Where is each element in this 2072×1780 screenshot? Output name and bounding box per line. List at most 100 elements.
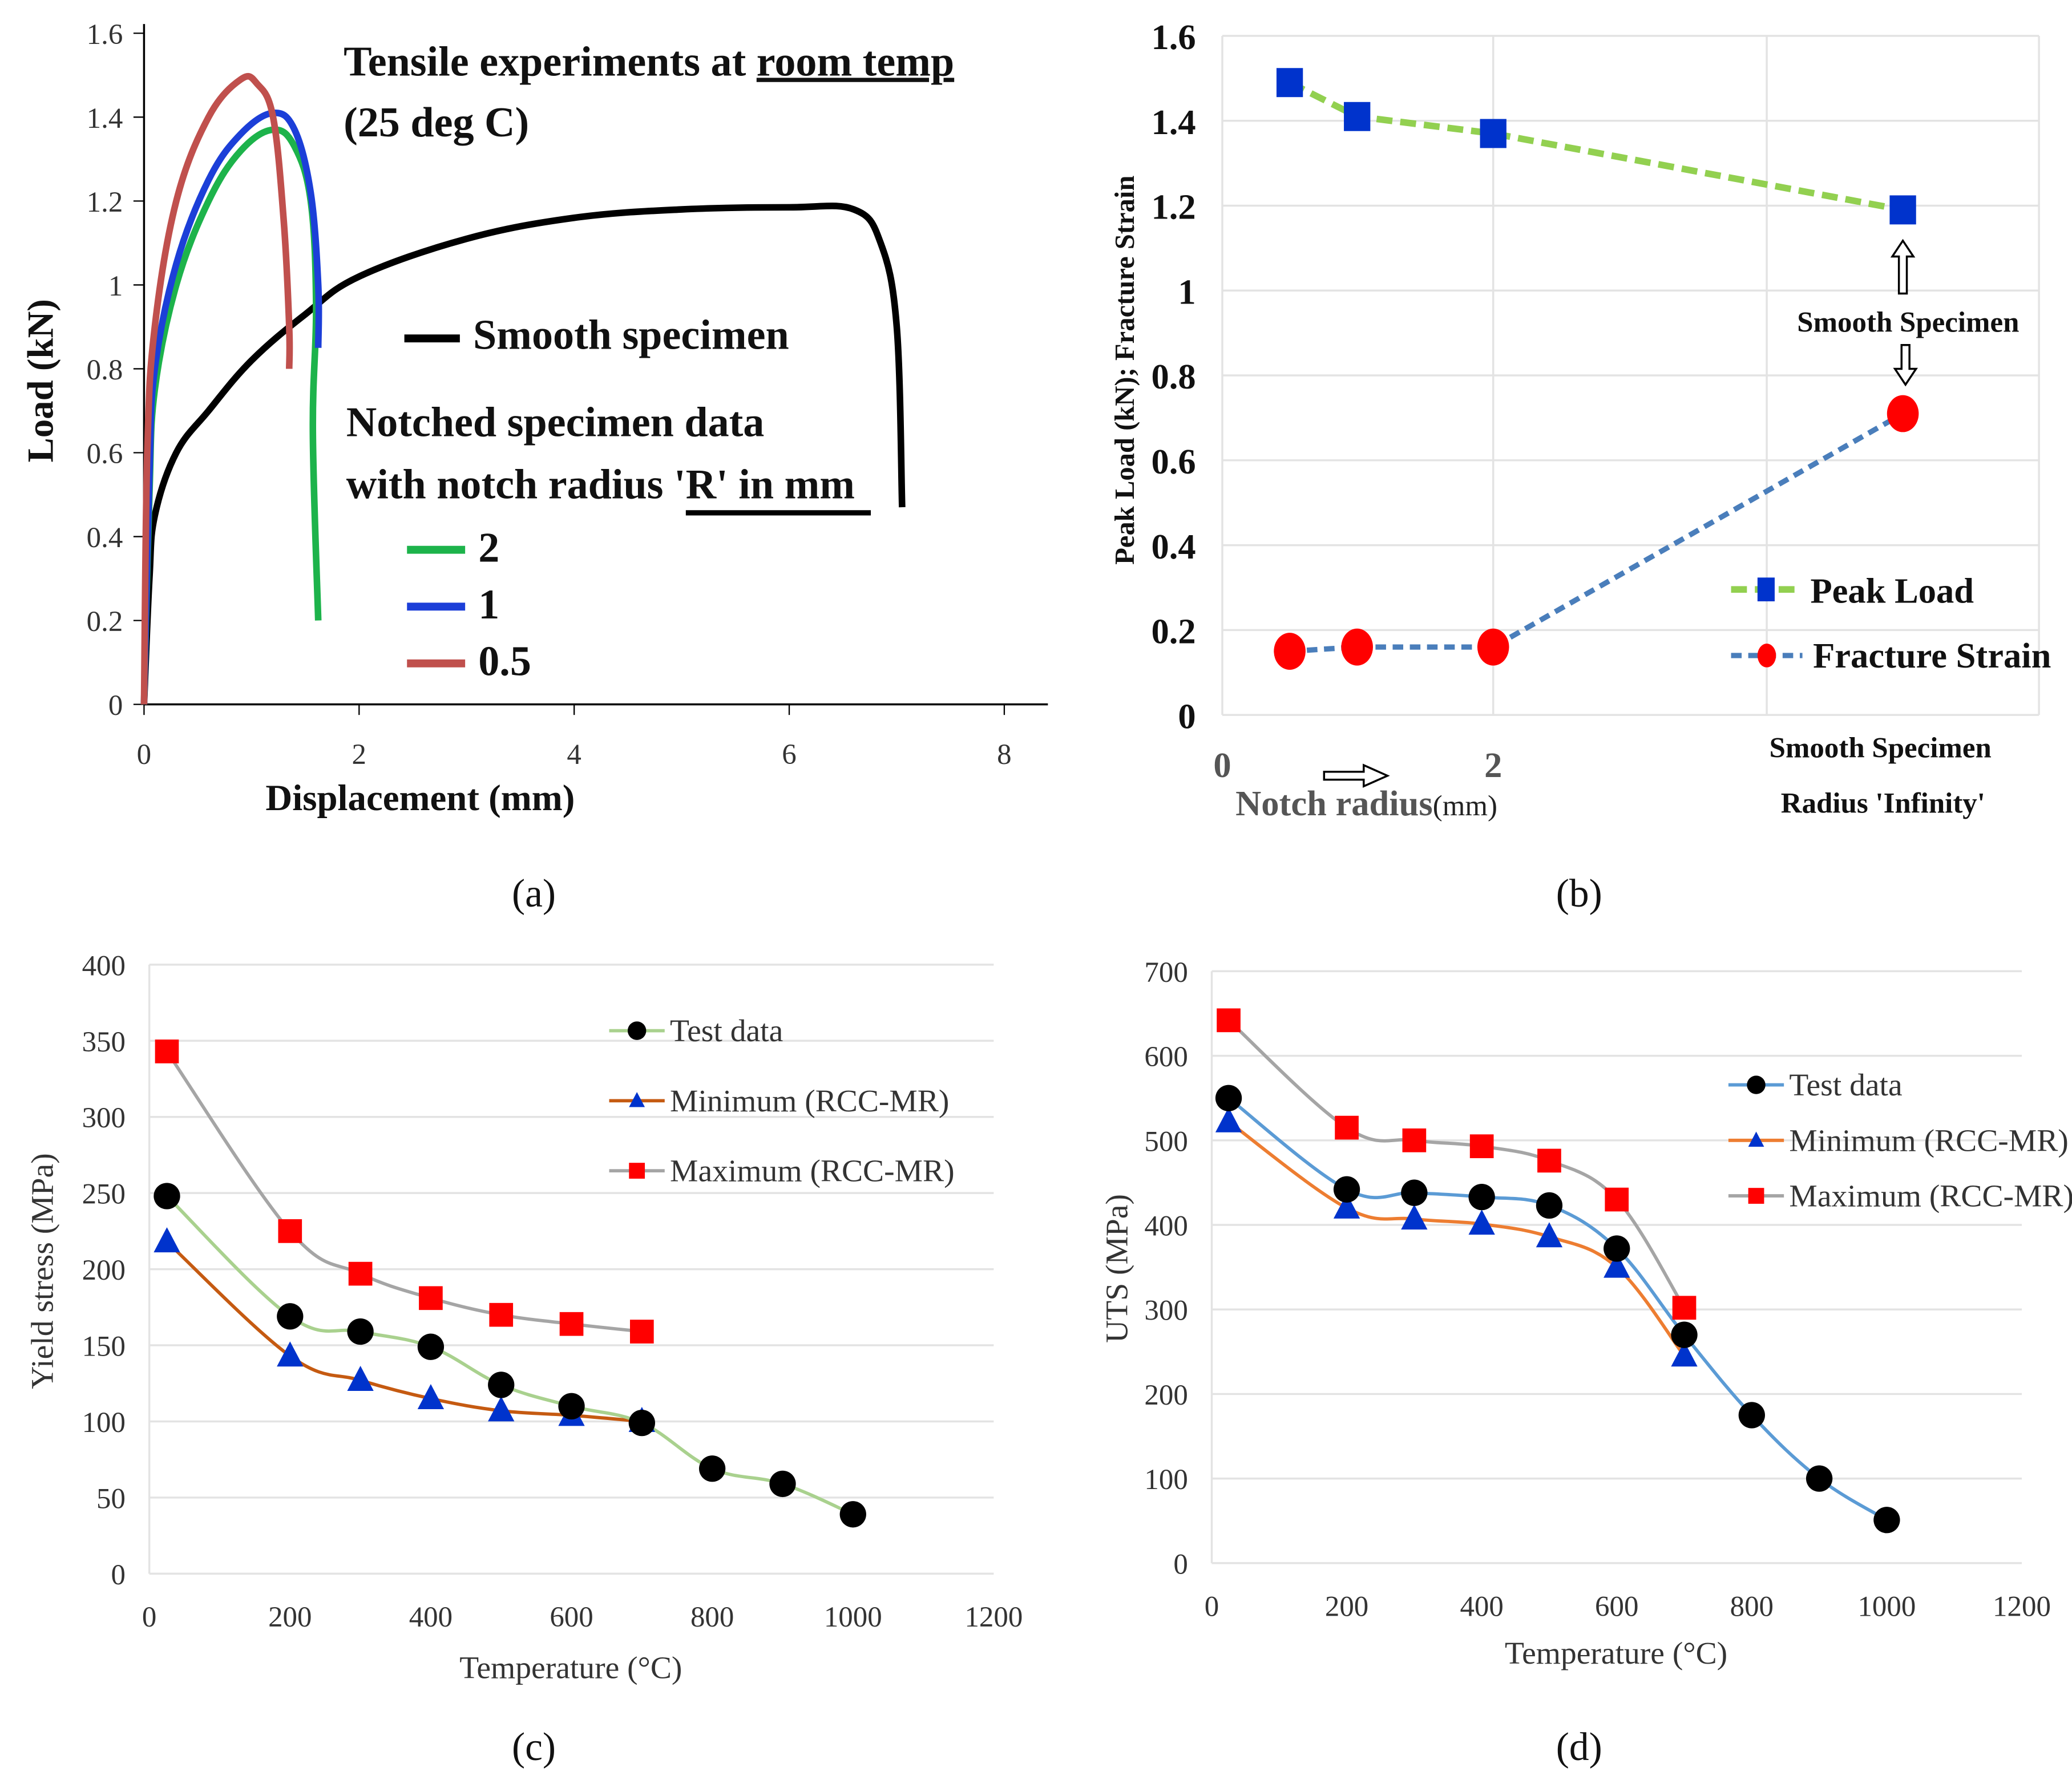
d-point-square xyxy=(1335,1115,1359,1140)
a-y-tick-label: 0.6 xyxy=(87,438,123,470)
c-point-triangle xyxy=(277,1341,304,1367)
panel-c: 0 50 100 150 200 250 300 350 400 0 200 400 600 800 100… xyxy=(82,950,1023,1633)
a-ylabel: Load (kN) xyxy=(21,299,62,462)
c-point-triangle xyxy=(154,1227,180,1253)
c-point-square xyxy=(278,1219,302,1243)
d-line-0 xyxy=(1227,1097,1888,1522)
d-point-circle xyxy=(1468,1183,1495,1211)
b-x-tick-label: 2 xyxy=(1484,745,1502,785)
d-y-tick-label: 700 xyxy=(1144,957,1188,989)
d-point-square xyxy=(1537,1148,1561,1173)
d-y-tick-label: 100 xyxy=(1144,1464,1188,1496)
d-x-tick-label: 0 xyxy=(1205,1591,1219,1623)
d-x-tick-label: 800 xyxy=(1730,1591,1774,1623)
d-point-triangle xyxy=(1671,1341,1698,1367)
c-line-0 xyxy=(165,1195,854,1516)
b-fracture-strain-point xyxy=(1477,628,1509,666)
b-annotation: Smooth Specimen xyxy=(1797,307,2019,339)
d-y-tick-label: 300 xyxy=(1144,1295,1188,1327)
panel-a: 0 2 4 6 8 0 0.2 0.4 0.6 0.8 1 1.2 1.4 1.6 xyxy=(87,19,1048,771)
d-point-circle xyxy=(1738,1402,1765,1429)
panel-d: 0 100 200 300 400 500 600 700 0 200 400 600 800 1000 1… xyxy=(1144,957,2051,1623)
c-legend-marker xyxy=(629,1092,645,1107)
b-y-tick-label: 0.4 xyxy=(1152,527,1196,567)
c-x-tick-label: 800 xyxy=(690,1601,734,1633)
c-point-square xyxy=(489,1302,514,1327)
d-point-circle xyxy=(1215,1085,1242,1111)
c-point-triangle xyxy=(417,1383,445,1409)
b-y-tick-label: 0.8 xyxy=(1152,357,1196,397)
c-point-circle xyxy=(698,1455,726,1482)
a-legend-smooth: Smooth specimen xyxy=(473,312,789,359)
b-fracture-strain-point xyxy=(1274,633,1306,670)
c-legend-label: Test data xyxy=(670,1013,783,1049)
b-legend-strain: Fracture Strain xyxy=(1813,636,2051,675)
d-point-square xyxy=(1217,1008,1241,1033)
c-y-tick-label: 350 xyxy=(82,1026,126,1058)
caption-c: (c) xyxy=(512,1725,556,1769)
a-legend-05: 0.5 xyxy=(478,638,531,685)
d-point-triangle xyxy=(1401,1204,1428,1230)
b-peak-load-point xyxy=(1889,195,1916,225)
c-y-tick-label: 250 xyxy=(82,1179,126,1211)
d-point-square xyxy=(1672,1296,1697,1320)
c-y-tick-label: 400 xyxy=(82,950,126,982)
c-point-circle xyxy=(154,1183,180,1209)
c-point-circle xyxy=(277,1303,304,1330)
b-y-tick-label: 0.2 xyxy=(1152,612,1196,652)
c-x-tick-label: 200 xyxy=(268,1601,312,1633)
a-y-tick-label: 0 xyxy=(108,690,123,722)
a-xlabel: Displacement (mm) xyxy=(265,778,575,819)
a-y-tick-label: 0.4 xyxy=(87,522,123,554)
a-y-tick-label: 1.6 xyxy=(87,19,123,51)
c-point-circle xyxy=(417,1333,445,1360)
c-point-circle xyxy=(769,1470,796,1498)
a-x-tick-label: 8 xyxy=(997,739,1011,771)
arrow-down-icon xyxy=(1893,344,1918,387)
b-y-tick-label: 1 xyxy=(1178,272,1195,312)
c-y-tick-label: 0 xyxy=(111,1559,126,1591)
a-curve-05 xyxy=(140,72,293,705)
d-x-tick-label: 600 xyxy=(1595,1591,1638,1623)
d-y-tick-label: 500 xyxy=(1144,1126,1188,1158)
a-curve-Smoothspecimen xyxy=(140,203,906,705)
d-ylabel: UTS (MPa) xyxy=(1099,1194,1134,1343)
b-legend-marker-strain xyxy=(1757,644,1776,668)
c-legend-marker xyxy=(629,1163,645,1179)
d-point-circle xyxy=(1604,1235,1630,1262)
d-point-square xyxy=(1605,1187,1629,1212)
d-legend-marker xyxy=(1748,1188,1764,1204)
a-notched-line1: Notched specimen data xyxy=(346,399,765,446)
c-point-circle xyxy=(347,1318,374,1345)
d-legend-marker xyxy=(1747,1075,1766,1094)
a-x-tick-label: 6 xyxy=(782,739,796,771)
c-point-square xyxy=(348,1261,373,1286)
a-notched-line2: with notch radius 'R' in mm xyxy=(346,461,855,508)
b-fracture-strain-point xyxy=(1341,628,1374,666)
b-xlabel: Notch radius(mm) xyxy=(1235,783,1497,823)
b-x-tick-label: 0 xyxy=(1213,745,1231,785)
a-y-tick-label: 0.2 xyxy=(87,606,123,638)
b-line-0 xyxy=(1288,79,1904,213)
c-point-circle xyxy=(558,1393,585,1419)
d-point-circle xyxy=(1536,1192,1563,1219)
b-legend-peak: Peak Load xyxy=(1810,571,1974,610)
d-y-tick-label: 400 xyxy=(1144,1211,1188,1243)
d-point-circle xyxy=(1401,1179,1428,1206)
c-ylabel: Yield stress (MPa) xyxy=(25,1153,60,1389)
b-y-tick-label: 0.6 xyxy=(1152,442,1196,482)
d-point-triangle xyxy=(1333,1193,1360,1219)
c-legend-label: Minimum (RCC-MR) xyxy=(670,1083,949,1119)
c-x-tick-label: 400 xyxy=(409,1601,453,1633)
a-title-line1: Tensile experiments at room temp xyxy=(344,38,954,85)
a-legend-1: 1 xyxy=(478,581,499,628)
c-x-tick-label: 1200 xyxy=(964,1601,1023,1633)
c-point-triangle xyxy=(347,1365,374,1391)
caption-a: (a) xyxy=(512,872,556,916)
d-y-tick-label: 200 xyxy=(1144,1380,1188,1411)
d-point-triangle xyxy=(1604,1252,1630,1278)
d-legend-marker xyxy=(1748,1131,1764,1147)
c-point-triangle xyxy=(488,1396,515,1422)
caption-d: (d) xyxy=(1556,1725,1602,1769)
a-y-tick-label: 1 xyxy=(108,270,123,302)
